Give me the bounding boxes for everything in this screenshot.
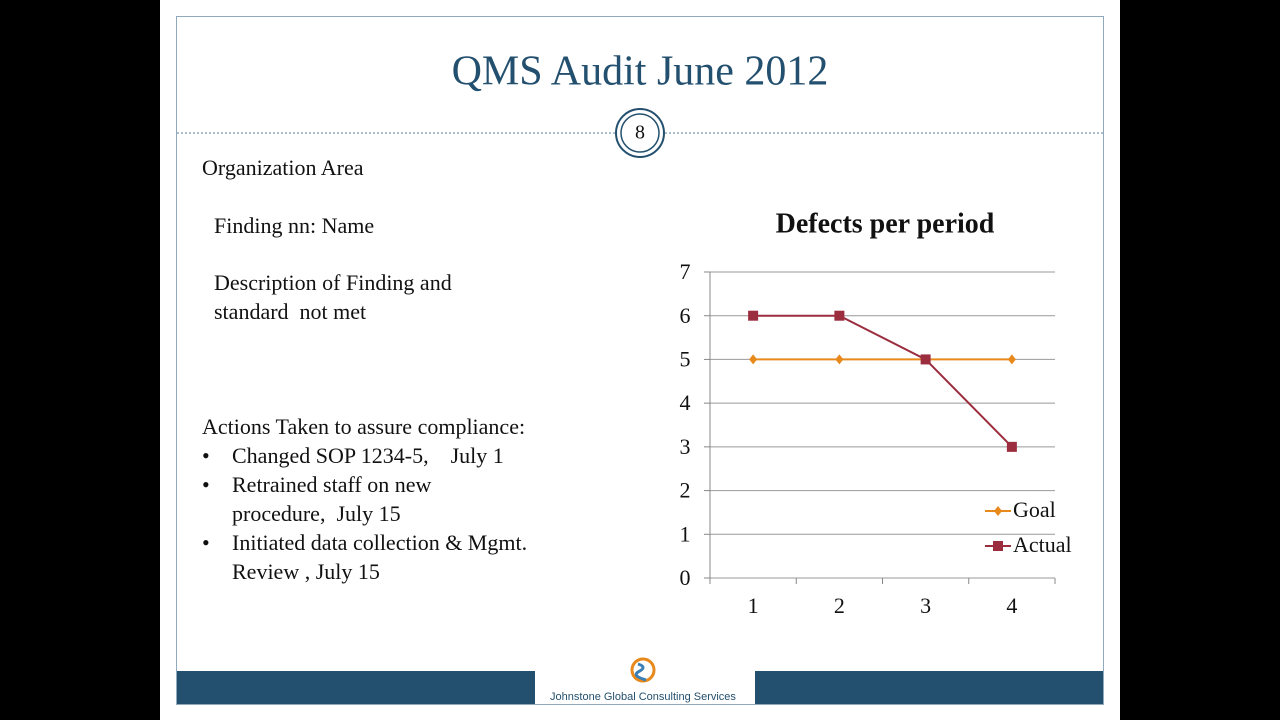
x-tick-label: 4 (1006, 593, 1017, 618)
y-tick-label: 3 (680, 434, 691, 459)
logo-mark (634, 662, 647, 682)
y-tick-label: 1 (680, 521, 691, 546)
action-line: Changed SOP 1234-5, July 1 (232, 443, 504, 468)
number-badge-inner (620, 113, 660, 153)
action-line: procedure, July 15 (232, 501, 401, 526)
point-marker (1006, 441, 1017, 452)
legend-label: Goal (1013, 497, 1056, 522)
point-marker (749, 354, 758, 365)
y-tick-label: 4 (680, 390, 691, 415)
logo (630, 657, 656, 683)
chart-title: Defects per period (776, 208, 995, 239)
point-marker (1007, 354, 1016, 365)
point-marker (920, 354, 931, 365)
y-tick-label: 5 (680, 346, 691, 371)
action-line: Review , July 15 (232, 559, 380, 584)
slide-number: 8 (635, 122, 645, 144)
logo-ring (630, 657, 656, 683)
slide-title: QMS Audit June 2012 (452, 49, 829, 95)
description-line: standard not met (214, 299, 366, 324)
x-tick-label: 3 (920, 593, 931, 618)
bullet-markers: • • • (202, 443, 210, 555)
bullet: • (202, 472, 210, 497)
legend-marker (994, 506, 1002, 516)
company-name: Johnstone Global Consulting Services (550, 691, 736, 703)
y-tick-label: 6 (680, 303, 691, 328)
y-tick-label: 7 (680, 259, 691, 284)
x-tick-label: 2 (834, 593, 845, 618)
y-tick-label: 2 (680, 478, 691, 503)
footer-bar-left (177, 671, 535, 704)
x-tick-label: 1 (748, 593, 759, 618)
point-marker (835, 354, 844, 365)
slide-frame (176, 16, 1104, 705)
action-line: Retrained staff on new (232, 472, 431, 497)
series-line (753, 314, 1013, 448)
footer-bar-right (755, 671, 1103, 704)
legend-label: Actual (1013, 532, 1072, 557)
point-marker (834, 310, 845, 321)
legend-marker (993, 541, 1003, 551)
point-marker (748, 310, 759, 321)
action-line: Initiated data collection & Mgmt. (232, 530, 527, 555)
area-label: Organization Area (202, 155, 364, 180)
description-line: Description of Finding and (214, 270, 452, 295)
y-tick-label: 0 (680, 565, 691, 590)
actions-heading: Actions Taken to assure compliance: (202, 414, 525, 439)
finding-label: Finding nn: Name (214, 213, 374, 238)
bullet: • (202, 530, 210, 555)
bullet: • (202, 443, 210, 468)
